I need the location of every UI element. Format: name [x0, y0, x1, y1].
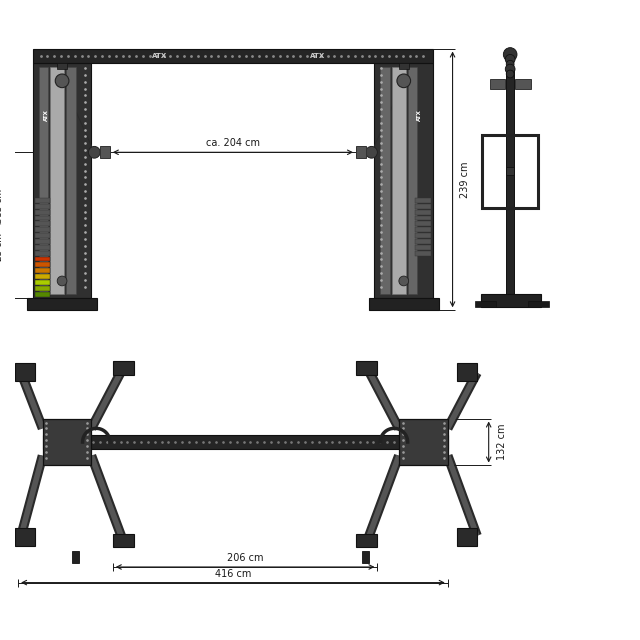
Bar: [38, 67, 49, 294]
Bar: [35, 268, 51, 273]
Bar: [392, 67, 406, 294]
Bar: [482, 134, 538, 208]
Text: ATX: ATX: [152, 53, 167, 59]
Bar: [35, 292, 51, 296]
Bar: [415, 210, 431, 214]
Text: 25 cm - Ø85 cm: 25 cm - Ø85 cm: [0, 189, 4, 261]
Text: ca. 204 cm: ca. 204 cm: [206, 138, 260, 148]
Bar: [35, 198, 51, 203]
Bar: [380, 67, 390, 294]
Bar: [506, 167, 514, 175]
Bar: [35, 216, 51, 220]
Bar: [100, 147, 110, 158]
Circle shape: [506, 70, 514, 78]
Bar: [399, 419, 448, 465]
Text: 132 cm: 132 cm: [497, 424, 508, 460]
Bar: [415, 227, 431, 232]
Bar: [35, 204, 51, 209]
Bar: [490, 79, 506, 88]
Bar: [35, 245, 51, 250]
Bar: [35, 251, 51, 255]
Bar: [408, 67, 417, 294]
Bar: [35, 210, 51, 214]
Bar: [399, 63, 408, 69]
Bar: [415, 221, 431, 227]
Bar: [35, 227, 51, 232]
Bar: [35, 286, 51, 291]
Circle shape: [503, 47, 517, 61]
Bar: [35, 239, 51, 244]
Bar: [356, 147, 365, 158]
Bar: [33, 63, 92, 298]
Bar: [42, 419, 92, 465]
Bar: [475, 301, 497, 307]
Bar: [362, 552, 369, 563]
Circle shape: [365, 147, 378, 158]
Bar: [415, 233, 431, 238]
Bar: [66, 67, 76, 294]
Bar: [515, 79, 531, 88]
Bar: [35, 262, 51, 268]
Bar: [35, 280, 51, 285]
Text: ATX: ATX: [310, 53, 326, 59]
Bar: [356, 534, 378, 547]
Circle shape: [55, 74, 69, 88]
Bar: [42, 435, 448, 449]
Bar: [35, 274, 51, 279]
Bar: [356, 361, 378, 374]
Circle shape: [399, 276, 408, 286]
Bar: [458, 528, 477, 545]
Bar: [33, 49, 433, 63]
Bar: [113, 361, 134, 374]
Bar: [415, 239, 431, 244]
Bar: [15, 363, 35, 381]
Bar: [72, 552, 79, 563]
Bar: [415, 216, 431, 220]
Bar: [369, 298, 439, 310]
Circle shape: [506, 60, 514, 68]
Circle shape: [88, 147, 100, 158]
Bar: [35, 221, 51, 227]
Bar: [57, 63, 67, 69]
Bar: [415, 198, 431, 203]
Text: 206 cm: 206 cm: [227, 553, 264, 563]
Bar: [35, 257, 51, 261]
Bar: [51, 67, 64, 294]
Bar: [528, 301, 549, 307]
Bar: [506, 69, 514, 298]
Text: ATX: ATX: [417, 109, 422, 121]
Circle shape: [506, 54, 515, 64]
Bar: [458, 363, 477, 381]
Circle shape: [397, 74, 411, 88]
Bar: [35, 233, 51, 238]
Bar: [113, 534, 134, 547]
Circle shape: [57, 276, 67, 286]
Bar: [415, 204, 431, 209]
Circle shape: [506, 64, 515, 74]
Bar: [415, 251, 431, 255]
Text: 416 cm: 416 cm: [215, 569, 251, 579]
Bar: [374, 63, 433, 298]
Bar: [27, 298, 97, 310]
Bar: [481, 294, 541, 307]
Text: ATX: ATX: [44, 109, 49, 121]
Bar: [415, 245, 431, 250]
Text: 239 cm: 239 cm: [460, 161, 470, 198]
Bar: [15, 528, 35, 545]
